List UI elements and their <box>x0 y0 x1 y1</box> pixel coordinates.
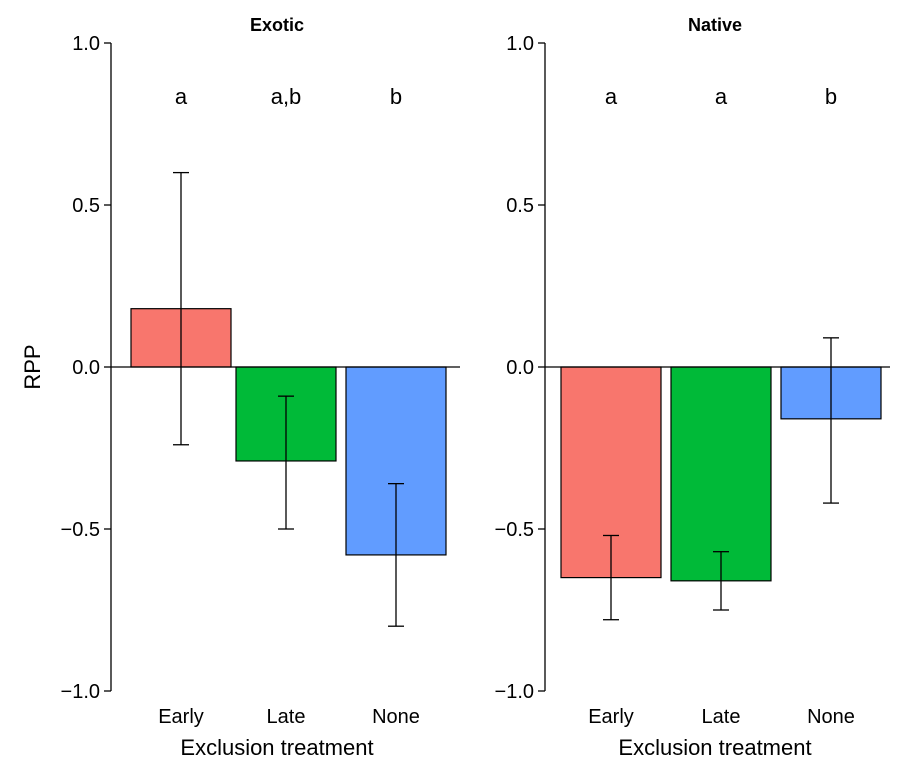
panel-title: Exotic <box>250 15 304 35</box>
y-tick-label: −1.0 <box>61 681 100 703</box>
significance-letter: b <box>390 84 402 109</box>
significance-letter: a <box>175 84 188 109</box>
y-axis-title: RPP <box>20 344 45 389</box>
bar-late <box>671 367 771 581</box>
y-tick-label: 0.5 <box>506 195 534 217</box>
y-tick-label: 1.0 <box>72 33 100 55</box>
significance-letter: b <box>825 84 837 109</box>
y-tick-label: 0.0 <box>506 357 534 379</box>
x-tick-label: None <box>807 706 855 728</box>
y-tick-label: 0.5 <box>72 195 100 217</box>
x-axis-title: Exclusion treatment <box>618 735 811 760</box>
x-tick-label: Early <box>588 706 634 728</box>
y-tick-label: 0.0 <box>72 357 100 379</box>
significance-letter: a <box>605 84 618 109</box>
x-axis-title: Exclusion treatment <box>180 735 373 760</box>
panel-title: Native <box>688 15 742 35</box>
x-tick-label: Late <box>702 706 741 728</box>
y-tick-label: −1.0 <box>495 681 534 703</box>
significance-letter: a <box>715 84 728 109</box>
x-tick-label: Late <box>267 706 306 728</box>
y-tick-label: −0.5 <box>61 519 100 541</box>
panel-native: Native 1.0 0.5 0.0 −0.5 −1.0 a a b Early Late None E… <box>495 15 890 760</box>
y-tick-label: 1.0 <box>506 33 534 55</box>
x-tick-label: Early <box>158 706 204 728</box>
y-tick-label: −0.5 <box>495 519 534 541</box>
significance-letter: a,b <box>271 84 302 109</box>
panel-exotic: Exotic 1.0 0.5 0.0 −0.5 −1.0 a a,b b Early Late Non… <box>61 15 460 760</box>
x-tick-label: None <box>372 706 420 728</box>
